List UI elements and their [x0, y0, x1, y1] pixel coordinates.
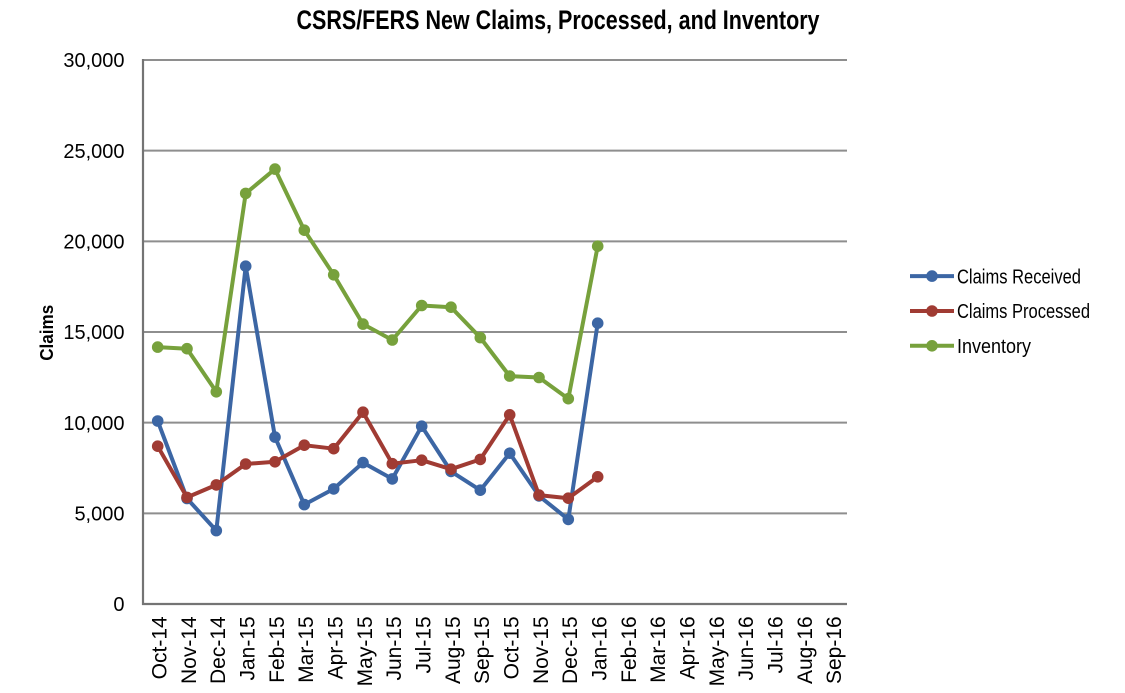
svg-text:Sep-15: Sep-15: [471, 616, 494, 684]
svg-text:Jun-15: Jun-15: [383, 616, 406, 680]
svg-text:Jan-15: Jan-15: [237, 616, 260, 680]
svg-text:15,000: 15,000: [63, 322, 124, 344]
svg-text:0: 0: [113, 594, 124, 616]
svg-text:30,000: 30,000: [63, 50, 124, 72]
svg-text:Claims: Claims: [37, 305, 57, 361]
svg-text:Inventory: Inventory: [957, 336, 1031, 358]
svg-text:Jan-16: Jan-16: [589, 616, 612, 680]
svg-text:Jul-16: Jul-16: [765, 616, 788, 673]
svg-text:CSRS/FERS New Claims, Processe: CSRS/FERS New Claims, Processed, and Inv…: [297, 5, 820, 35]
svg-text:Aug-15: Aug-15: [442, 616, 465, 684]
svg-text:20,000: 20,000: [63, 232, 124, 254]
svg-text:Apr-15: Apr-15: [325, 616, 348, 679]
svg-text:Claims Received: Claims Received: [957, 266, 1081, 288]
svg-text:Claims Processed: Claims Processed: [957, 301, 1090, 323]
svg-text:Apr-16: Apr-16: [677, 616, 700, 679]
svg-text:Mar-15: Mar-15: [295, 616, 318, 683]
svg-text:Nov-14: Nov-14: [178, 616, 201, 684]
svg-text:Mar-16: Mar-16: [647, 616, 670, 683]
svg-text:Dec-14: Dec-14: [207, 616, 230, 684]
svg-text:25,000: 25,000: [63, 141, 124, 163]
svg-text:Sep-16: Sep-16: [823, 616, 846, 684]
svg-text:10,000: 10,000: [63, 413, 124, 435]
svg-text:Oct-15: Oct-15: [501, 616, 524, 679]
svg-text:May-16: May-16: [706, 616, 729, 686]
svg-text:Jul-15: Jul-15: [413, 616, 436, 673]
svg-text:Feb-15: Feb-15: [266, 616, 289, 683]
svg-text:Jun-16: Jun-16: [735, 616, 758, 680]
svg-text:Aug-16: Aug-16: [794, 616, 817, 684]
svg-text:Dec-15: Dec-15: [559, 616, 582, 684]
svg-text:Oct-14: Oct-14: [149, 616, 172, 679]
svg-text:Feb-16: Feb-16: [618, 616, 641, 683]
svg-text:Nov-15: Nov-15: [530, 616, 553, 684]
svg-text:5,000: 5,000: [74, 504, 124, 526]
svg-text:May-15: May-15: [354, 616, 377, 686]
